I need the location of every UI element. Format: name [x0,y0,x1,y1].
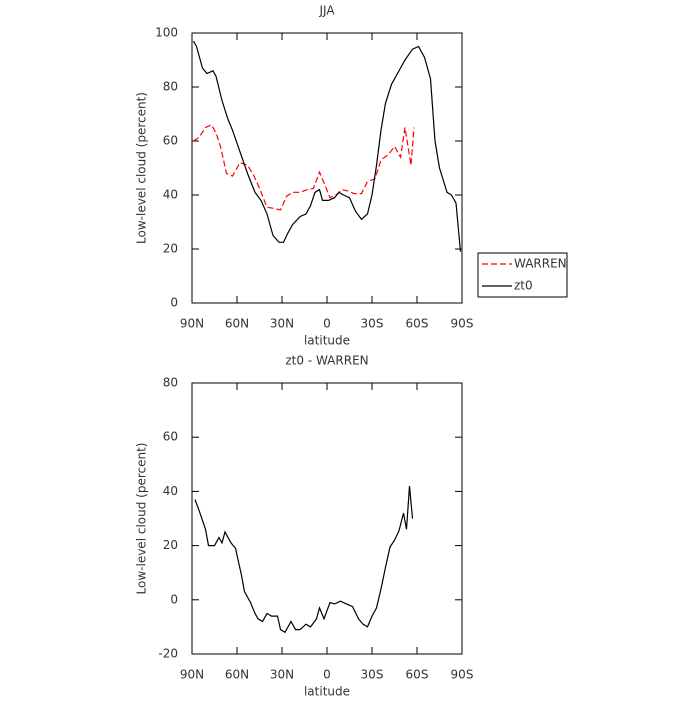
y-tick-label: 40 [163,188,178,202]
legend-label: zt0 [514,279,533,293]
y-tick-label: 80 [163,376,178,390]
x-axis-label: latitude [304,334,350,348]
y-tick-label: 40 [163,484,178,498]
x-tick-label: 0 [323,317,331,331]
x-axis-label: latitude [304,685,350,699]
x-tick-label: 30N [270,668,294,682]
data-line [193,124,415,211]
chart-title: zt0 - WARREN [285,354,368,368]
y-tick-label: 60 [163,430,178,444]
x-tick-label: 60N [225,317,249,331]
y-tick-label: 80 [163,80,178,94]
y-tick-label: 0 [170,592,178,606]
x-tick-label: 90S [451,668,474,682]
chart-title: JJA [318,4,335,18]
x-tick-label: 0 [323,668,331,682]
x-tick-label: 60N [225,668,249,682]
y-tick-label: 20 [163,538,178,552]
y-tick-label: 20 [163,242,178,256]
y-tick-label: 100 [155,26,178,40]
legend-label: WARREN [514,257,567,271]
y-axis-label: Low-level cloud (percent) [135,443,149,595]
y-tick-label: -20 [158,647,178,661]
x-tick-label: 90N [180,668,204,682]
x-tick-label: 90N [180,317,204,331]
x-tick-label: 60S [406,317,429,331]
x-tick-label: 30S [361,317,384,331]
x-tick-label: 30N [270,317,294,331]
x-tick-label: 90S [451,317,474,331]
y-tick-label: 60 [163,134,178,148]
y-axis-label: Low-level cloud (percent) [135,92,149,244]
data-line [192,40,462,252]
x-tick-label: 30S [361,668,384,682]
legend-box [477,252,568,298]
y-tick-label: 0 [170,296,178,310]
data-line [194,485,414,634]
plot-frame [191,382,463,655]
x-tick-label: 60S [406,668,429,682]
plot-frame [191,32,463,304]
